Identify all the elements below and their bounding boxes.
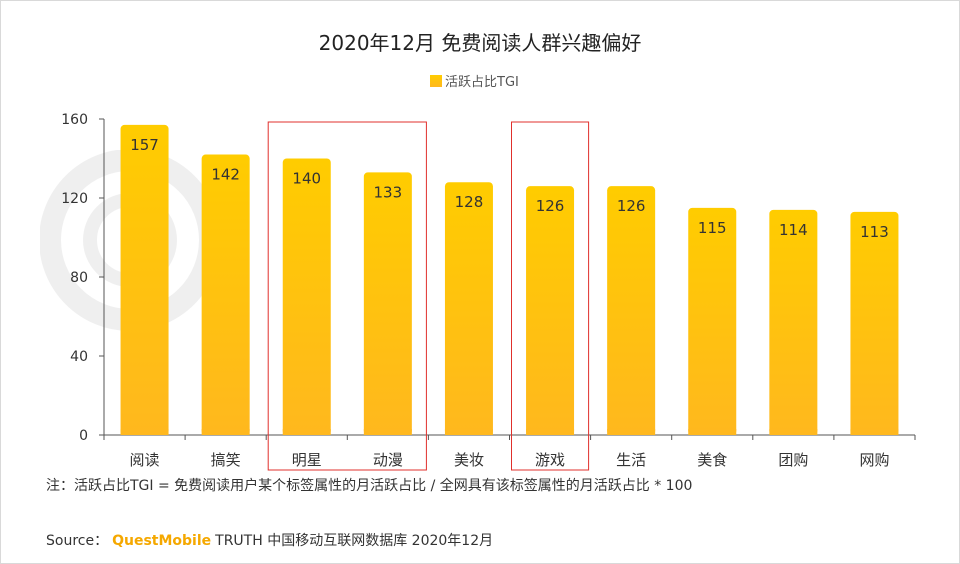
bar-base-6	[526, 429, 575, 435]
y-tick-label: 80	[70, 270, 88, 286]
y-tick-label: 160	[61, 112, 88, 128]
bar-base-7	[607, 429, 656, 435]
bars: 157 142 140 133 128 126 126 115 114 113	[120, 124, 899, 436]
x-tick-label: 美食	[697, 451, 727, 469]
bar-base-2	[201, 429, 250, 435]
data-label: 133	[374, 183, 403, 201]
legend: 活跃占比TGI	[430, 75, 519, 90]
x-tick-label: 网购	[859, 451, 889, 469]
bar-base-5	[444, 429, 493, 435]
data-label: 126	[536, 197, 565, 215]
highlight-box-2	[511, 121, 590, 471]
x-tick-label: 阅读	[130, 451, 160, 469]
x-tick-label: 搞笑	[211, 451, 241, 469]
bar-6	[526, 186, 575, 435]
source-brand: QuestMobile	[112, 533, 212, 549]
x-tick-label: 明星	[292, 451, 322, 469]
bar-base-8	[688, 429, 737, 435]
bar-7	[607, 186, 656, 435]
source-text: TRUTH 中国移动互联网数据库 2020年12月	[215, 533, 494, 549]
legend-swatch	[430, 75, 442, 87]
y-tick-label: 0	[79, 428, 88, 444]
data-label: 115	[698, 219, 727, 237]
source-label: Source：	[46, 533, 109, 549]
x-tick-label: 动漫	[373, 451, 403, 469]
data-label: 142	[211, 166, 240, 184]
footnote: 注：活跃占比TGI = 免费阅读用户某个标签属性的月活跃占比 / 全网具有该标签…	[46, 478, 693, 494]
axes: 0 40 80 120 160 阅读 搞笑 明星 动漫 美妆 游戏 生活 美食 团购 网购	[61, 112, 916, 469]
highlight-boxes	[267, 121, 590, 471]
x-tick-label: 团购	[778, 451, 808, 469]
bar-base-9	[769, 429, 818, 435]
highlight-box-1	[267, 121, 427, 471]
bar-9	[769, 209, 818, 435]
chart-title: 2020年12月 免费阅读人群兴趣偏好	[319, 31, 642, 55]
data-label: 113	[860, 223, 889, 241]
bar-2	[201, 154, 250, 436]
bar-3	[282, 158, 331, 435]
source-line: Source： QuestMobile TRUTH 中国移动互联网数据库 2020年…	[46, 530, 493, 550]
legend-label: 活跃占比TGI	[445, 75, 519, 90]
data-label: 140	[292, 170, 321, 188]
bar-4	[363, 172, 412, 435]
y-tick-label: 120	[61, 191, 88, 207]
bar-base-10	[850, 429, 899, 435]
data-label: 128	[455, 193, 484, 211]
bar-5	[444, 182, 493, 435]
bar-base-4	[363, 429, 412, 435]
bar-1	[120, 124, 169, 436]
data-label: 126	[617, 197, 646, 215]
bar-base-3	[282, 429, 331, 435]
bar-base-1	[120, 429, 169, 435]
bar-8	[688, 207, 737, 435]
x-tick-label: 美妆	[454, 451, 484, 469]
x-tick-label: 游戏	[535, 451, 565, 469]
data-label: 114	[779, 221, 808, 239]
bar-10	[850, 211, 899, 435]
x-tick-label: 生活	[616, 451, 646, 469]
y-tick-label: 40	[70, 349, 88, 365]
data-label: 157	[130, 136, 159, 154]
